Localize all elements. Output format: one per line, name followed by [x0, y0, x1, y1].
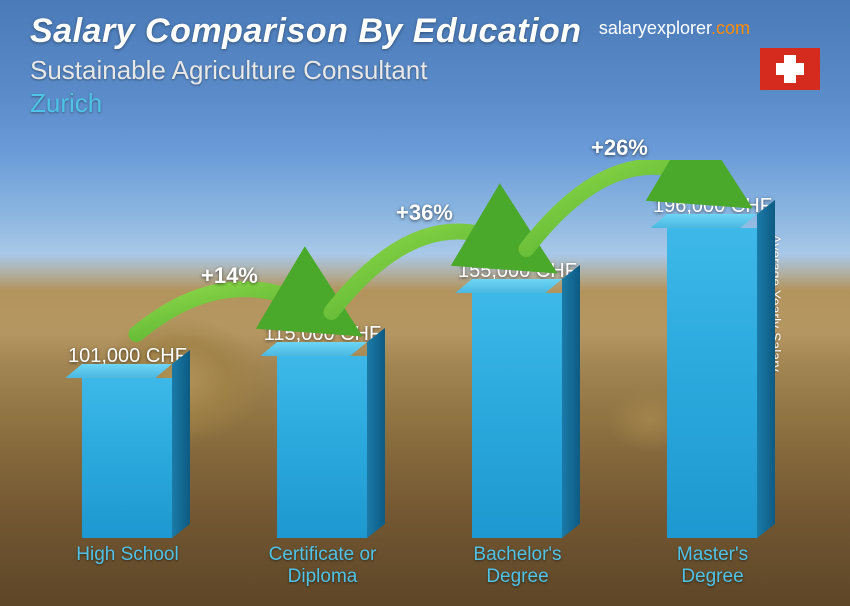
- bar-front-face: [277, 356, 367, 538]
- brand-suffix: .com: [711, 18, 750, 38]
- increase-label-1: +36%: [396, 200, 453, 226]
- bar-side-face: [172, 350, 190, 538]
- increase-label-2: +26%: [591, 135, 648, 161]
- brand-label: salaryexplorer.com: [599, 18, 750, 39]
- x-label-1: Certificate orDiploma: [233, 544, 412, 588]
- bar-chart: 101,000 CHF115,000 CHF155,000 CHF196,000…: [30, 160, 810, 588]
- bar-top-face: [261, 342, 368, 356]
- bar-top-face: [456, 279, 563, 293]
- bar-top-face: [651, 214, 758, 228]
- chart-subtitle: Sustainable Agriculture Consultant: [30, 55, 820, 86]
- bar-front-face: [82, 378, 172, 538]
- bar-0: 101,000 CHF: [38, 345, 217, 538]
- x-labels-row: High School Certificate orDiploma Bachelor…: [30, 544, 810, 588]
- bar-3d: [667, 228, 757, 538]
- x-label-2: Bachelor'sDegree: [428, 544, 607, 588]
- x-label-0: High School: [38, 544, 217, 588]
- bar-front-face: [667, 228, 757, 538]
- bar-side-face: [757, 200, 775, 538]
- swiss-flag-icon: [760, 48, 820, 90]
- bar-3d: [82, 378, 172, 538]
- bar-3d: [472, 293, 562, 538]
- chart-location: Zurich: [30, 88, 820, 119]
- bar-side-face: [562, 265, 580, 538]
- brand-prefix: salaryexplorer: [599, 18, 711, 38]
- x-label-3: Master'sDegree: [623, 544, 802, 588]
- increase-label-0: +14%: [201, 263, 258, 289]
- bar-top-face: [66, 364, 173, 378]
- bar-3: 196,000 CHF: [623, 195, 802, 538]
- bar-front-face: [472, 293, 562, 538]
- bar-2: 155,000 CHF: [428, 260, 607, 538]
- bar-side-face: [367, 328, 385, 538]
- bar-1: 115,000 CHF: [233, 323, 412, 538]
- bar-3d: [277, 356, 367, 538]
